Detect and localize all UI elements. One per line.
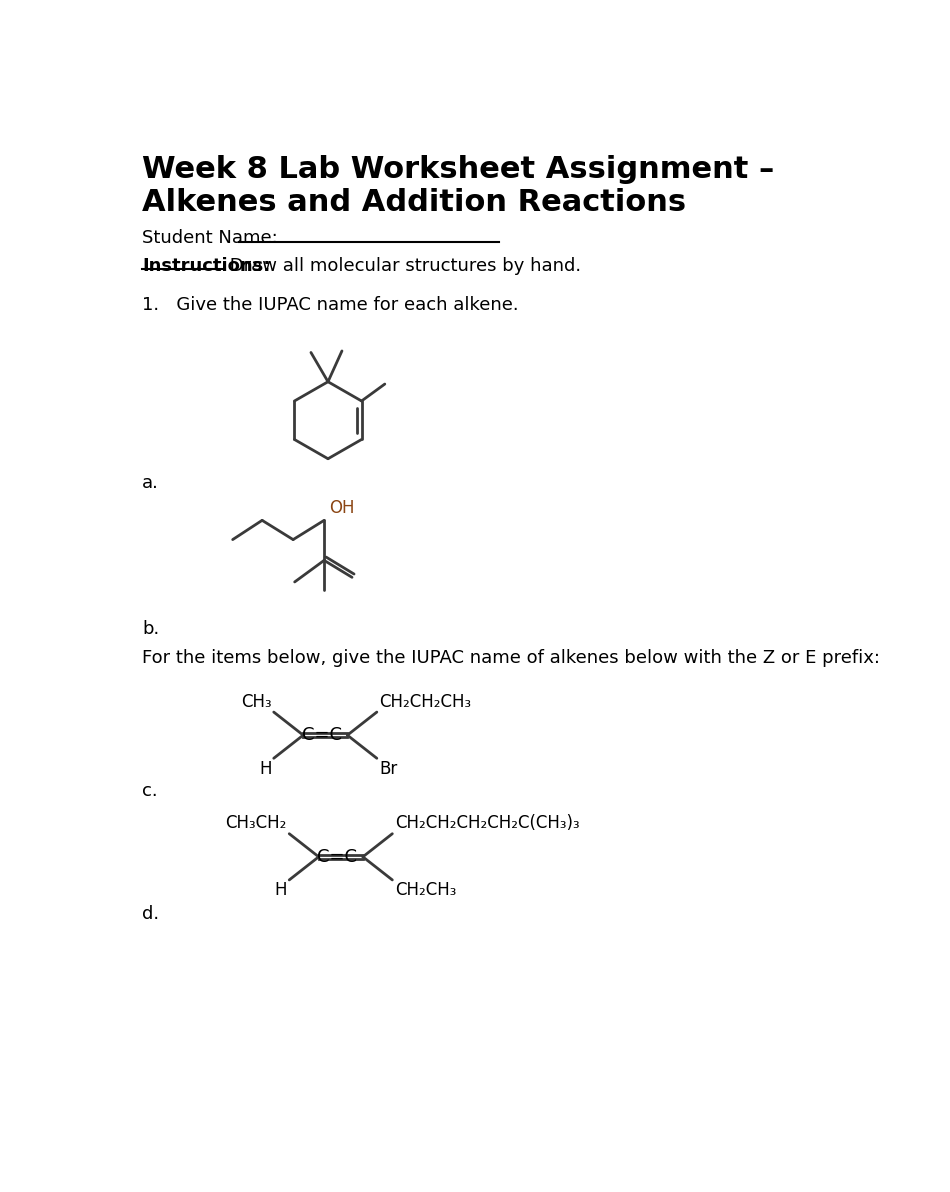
Text: H: H bbox=[259, 759, 272, 778]
Text: For the items below, give the IUPAC name of alkenes below with the Z or E prefix: For the items below, give the IUPAC name… bbox=[142, 648, 880, 668]
Text: d.: d. bbox=[142, 906, 160, 924]
Text: a.: a. bbox=[142, 474, 159, 492]
Text: b.: b. bbox=[142, 621, 160, 639]
Text: C=C: C=C bbox=[302, 726, 342, 744]
Text: Draw all molecular structures by hand.: Draw all molecular structures by hand. bbox=[224, 257, 581, 275]
Text: 1.   Give the IUPAC name for each alkene.: 1. Give the IUPAC name for each alkene. bbox=[142, 296, 519, 313]
Text: H: H bbox=[275, 881, 287, 900]
Text: Week 8 Lab Worksheet Assignment –: Week 8 Lab Worksheet Assignment – bbox=[142, 155, 774, 184]
Text: Alkenes and Addition Reactions: Alkenes and Addition Reactions bbox=[142, 187, 686, 217]
Text: C=C: C=C bbox=[317, 848, 357, 865]
Text: Br: Br bbox=[379, 759, 397, 778]
Text: CH₂CH₂CH₂CH₂C(CH₃)₃: CH₂CH₂CH₂CH₂C(CH₃)₃ bbox=[394, 814, 580, 832]
Text: c.: c. bbox=[142, 782, 158, 800]
Text: OH: OH bbox=[330, 499, 355, 517]
Text: CH₃CH₂: CH₃CH₂ bbox=[225, 814, 287, 832]
Text: Student Name:: Student Name: bbox=[142, 229, 277, 247]
Text: CH₂CH₂CH₃: CH₂CH₂CH₃ bbox=[379, 693, 471, 710]
Text: Instructions:: Instructions: bbox=[142, 257, 271, 275]
Text: CH₃: CH₃ bbox=[240, 693, 272, 710]
Text: CH₂CH₃: CH₂CH₃ bbox=[394, 881, 456, 900]
